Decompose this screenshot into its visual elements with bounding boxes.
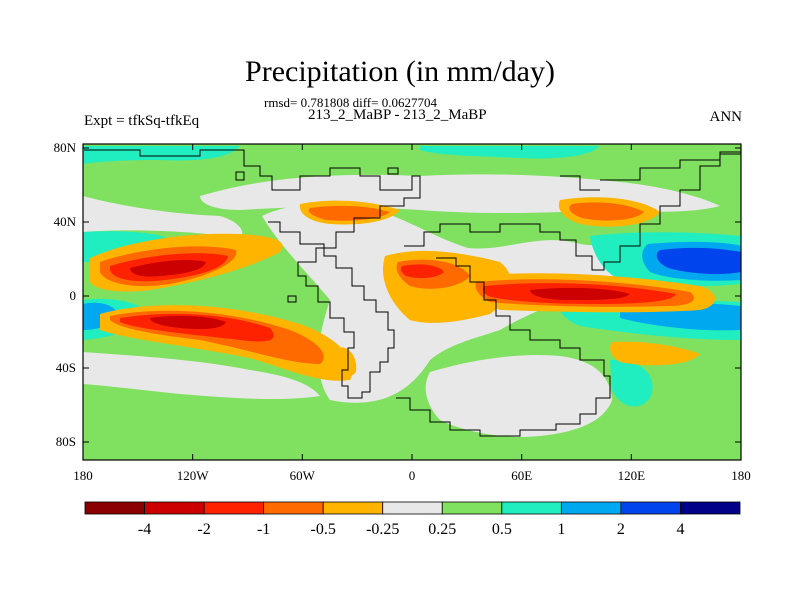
strong-negative-africa xyxy=(400,264,444,279)
colorbar-swatch xyxy=(263,501,324,515)
chart-title: Precipitation (in mm/day) xyxy=(245,55,555,88)
colorbar-label: 0.25 xyxy=(428,521,456,538)
colorbar-label: -0.5 xyxy=(311,521,336,538)
colorbar-swatch xyxy=(322,501,384,515)
positive-region-arctic xyxy=(420,146,600,159)
lon-tick-label: 180 xyxy=(73,468,93,483)
coastline-island xyxy=(387,167,399,175)
near-zero-region-west xyxy=(83,196,243,238)
colorbar-swatch xyxy=(203,501,265,515)
colorbar-label: -0.25 xyxy=(366,521,399,538)
coastline-island xyxy=(235,171,245,181)
statistics-text: rmsd= 0.781808 diff= 0.0627704 xyxy=(264,95,437,110)
experiment-subtitle: 213_2_MaBP - 213_2_MaBP xyxy=(308,107,487,123)
coastline-north-europe xyxy=(560,153,741,191)
lat-tick-label: 80N xyxy=(54,140,77,155)
coastline-island xyxy=(287,295,297,303)
lon-tick-label: 0 xyxy=(409,468,416,483)
lon-tick-label: 120W xyxy=(177,468,210,483)
positive-region-south-indian xyxy=(610,359,653,407)
deep-positive-region xyxy=(656,247,741,275)
peak-negative-indian xyxy=(530,287,630,300)
peak-negative-pacific-north xyxy=(130,260,206,277)
season-label: ANN xyxy=(709,109,743,125)
colorbar-label: 0.5 xyxy=(492,521,512,538)
colorbar: -4 -2 -1 -0.5 -0.25 0.25 0.5 1 2 4 xyxy=(84,501,741,538)
colorbar-swatch xyxy=(680,501,741,515)
colorbar-label: 1 xyxy=(557,521,565,538)
lon-tick-label: 120E xyxy=(618,468,646,483)
lat-tick-label: 80S xyxy=(56,434,76,449)
colorbar-swatch xyxy=(382,501,443,515)
lat-tick-label: 0 xyxy=(70,288,77,303)
experiment-label: Expt = tfkSq-tfkEq xyxy=(84,113,200,129)
coastline-americas xyxy=(84,149,421,399)
lat-tick-label: 40N xyxy=(54,214,77,229)
colorbar-label: 4 xyxy=(676,521,684,538)
moderate-negative-asia xyxy=(569,202,644,221)
peak-negative-pacific-south xyxy=(150,315,226,330)
lon-tick-label: 180 xyxy=(731,468,751,483)
longitude-axis: 180 120W 60W 0 60E 120E 180 xyxy=(73,144,751,483)
colorbar-label: -4 xyxy=(138,521,151,538)
near-zero-region-sw xyxy=(83,352,320,400)
precipitation-field xyxy=(83,144,741,460)
colorbar-swatch xyxy=(620,501,681,515)
colorbar-swatch xyxy=(84,501,145,515)
colorbar-label: -2 xyxy=(197,521,210,538)
colorbar-label: 2 xyxy=(617,521,625,538)
lon-tick-label: 60E xyxy=(511,468,532,483)
continent-outlines xyxy=(84,149,741,437)
near-zero-region-south xyxy=(425,354,612,437)
coastline-afroeurasia xyxy=(396,151,741,437)
latitude-axis: 80N 40N 0 40S 80S xyxy=(54,140,741,449)
colorbar-swatch xyxy=(441,501,503,515)
lat-tick-label: 40S xyxy=(56,360,76,375)
negative-region-brazil xyxy=(336,347,357,377)
moderate-negative-north-band xyxy=(308,205,390,221)
colorbar-swatch xyxy=(501,501,562,515)
lon-tick-label: 60W xyxy=(290,468,316,483)
colorbar-swatch xyxy=(560,501,622,515)
negative-region-south-indian xyxy=(610,341,700,366)
colorbar-label: -1 xyxy=(257,521,270,538)
colorbar-swatch xyxy=(144,501,205,515)
